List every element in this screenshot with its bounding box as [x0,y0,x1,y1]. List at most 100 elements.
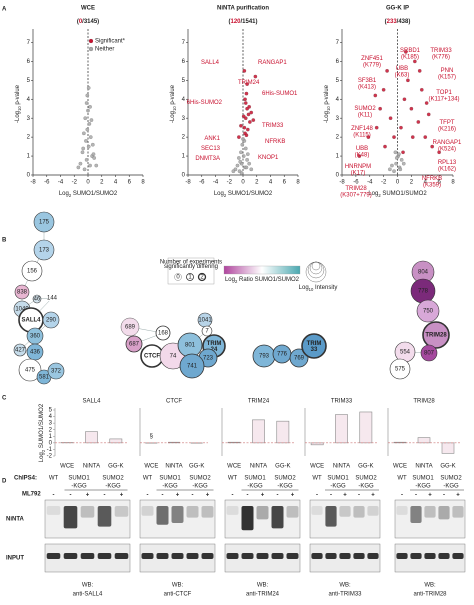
annotation-line: ANK1 [204,136,220,142]
annotation-line: PNN [441,68,454,74]
x-tick-label: NiNTA [165,464,182,470]
annotation: SUMO2 (K11) [354,106,376,119]
x-tick-label: -2 [381,180,387,186]
node-label: 776 [277,352,288,358]
annotation-line: ZNF451 [361,56,383,62]
bar [252,419,265,444]
data-point [399,125,403,130]
blot-band [63,553,78,559]
y-axis-label-part: Log [39,452,45,462]
data-point [241,137,245,141]
blot-band [226,553,239,559]
data-point [398,167,403,172]
data-point [246,127,250,132]
node-label: 1041 [198,318,212,324]
x-tick-label: GG-K [108,464,123,470]
blot-band [80,506,95,518]
blot-band [241,506,254,531]
x-axis-label: Log2 SUMO1/SUMO2 [59,191,118,198]
network-node [13,343,27,357]
data-point [91,142,95,147]
annotation-line: TOP1 [436,90,452,96]
row-label: ChIPS4: [14,476,37,482]
x-axis-label-part: SUMO1/SUMO2 [381,191,428,197]
data-point [251,118,256,122]
data-point [249,110,254,115]
x-tick-label: -8 [185,180,191,186]
blot-band [339,553,351,559]
data-point [397,152,401,156]
ml792-sign: - [232,493,234,499]
network-node [389,358,411,380]
data-point [237,156,241,160]
panel-label: C [2,396,7,402]
data-point [237,135,241,139]
lane-sublabel: -KGG [443,484,459,490]
blot-band [339,506,351,517]
blot-band [410,553,422,559]
chart-title: GG-K IP [386,6,409,12]
node-label: 168 [158,331,169,337]
y-axis-label-part: 10 [172,106,177,111]
annotation-line: UBB [396,66,408,72]
annotation: NFRKB (K359) [422,176,442,189]
node-label: 175 [39,220,50,226]
annotation: RANGAP1 [258,60,287,66]
annotation: SEC13 [201,146,221,152]
legend-ratio-label: Log2 Ratio SUMO1/SUMO2 [225,277,300,284]
node-label: 801 [185,343,196,349]
x-tick-label: WCE [227,464,241,470]
annotation-line: (K63) [395,72,410,78]
x-axis-label: Log2 SUMO1/SUMO2 [214,191,273,198]
legend-count-label: 2 [200,275,204,281]
ml792-sign: - [415,493,417,499]
blot-band [97,553,112,559]
blot-band [396,506,408,515]
x-axis-label-part: Log [59,191,69,197]
ml792-sign: + [456,493,460,499]
wb-label: anti-SALL4 [73,592,103,598]
data-point [84,139,88,143]
blot-band [186,506,199,518]
annotation: TRIM33 (K776) [430,48,452,61]
x-tick-label: -2 [72,180,78,186]
x-tick-label: -2 [227,180,233,186]
blot-band [424,553,436,559]
lane-label: SUMO1 [244,476,266,482]
y-tick-label: 5 [49,408,53,414]
blot-band [226,506,239,515]
network-node [289,348,309,368]
lane-label: SUMO1 [68,476,90,482]
node-label-line: 33 [311,347,318,353]
x-tick-label: 4 [424,180,428,186]
network-node [301,333,327,359]
blot-band [286,506,299,518]
data-point [406,78,410,83]
ml792-sign: + [176,493,180,499]
chart-subtitle: (120/1541) [228,19,257,25]
data-point [392,169,396,174]
y-tick-label: 5 [27,78,31,84]
blot-band [271,506,284,529]
bar [109,438,123,444]
annotation-line: (K117+134) [428,96,459,102]
data-point [373,93,378,98]
blot-band [353,506,365,518]
x-tick-label: GG-K [358,464,373,470]
legend-label: Significant* [95,39,126,45]
node-label: 793 [259,354,270,360]
legend-intensity-label-part: 10 [309,287,314,292]
network-node [47,362,65,380]
data-point [416,120,421,124]
bar [276,420,290,444]
blot-band [311,553,323,559]
y-axis-label-part: SUMO1/SUMO2 [39,403,45,450]
y-tick-label: 5 [336,78,340,84]
data-point [243,97,247,102]
y-tick-label: 0 [27,173,31,179]
annotation-line: TRIM33 [430,48,452,54]
row-label: INPUT [6,556,24,562]
data-point [85,93,90,98]
annotation-line: ZNF148 [351,126,373,132]
network-node [33,211,55,233]
